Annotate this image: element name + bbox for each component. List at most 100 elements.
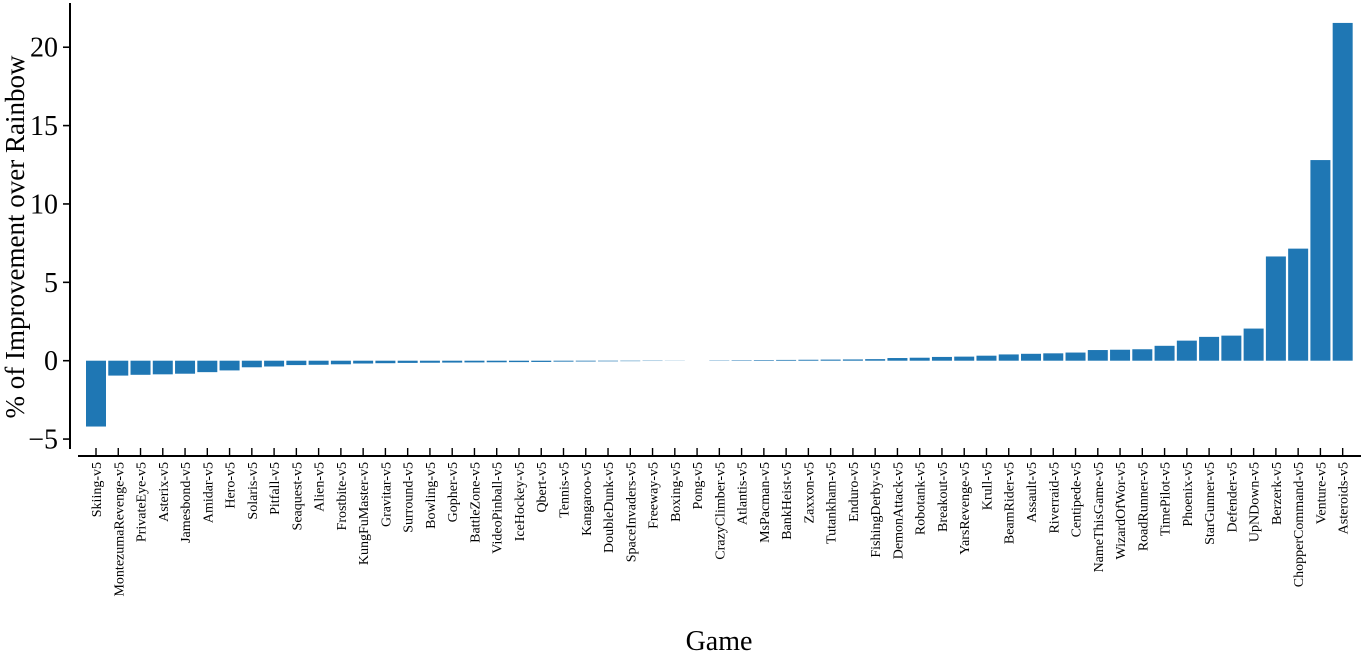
bar-Seaquest-v5	[286, 361, 306, 365]
bar-Enduro-v5	[843, 359, 863, 360]
x-tick-label: IceHockey-v5	[513, 462, 528, 541]
x-tick-label: BeamRider-v5	[1003, 462, 1018, 544]
bar-VideoPinball-v5	[487, 361, 507, 363]
bar-KungFuMaster-v5	[353, 361, 373, 364]
bar-Assault-v5	[1021, 354, 1041, 361]
bar-Alien-v5	[309, 361, 329, 365]
bar-DemonAttack-v5	[887, 358, 907, 361]
bar-Tutankham-v5	[821, 360, 841, 361]
bar-FishingDerby-v5	[865, 359, 885, 361]
x-tick-label: Zaxxon-v5	[802, 462, 817, 523]
bar-Phoenix-v5	[1177, 341, 1197, 361]
x-tick-label: Hero-v5	[224, 462, 239, 509]
bar-MsPacman-v5	[754, 360, 774, 361]
y-tick-label: 10	[30, 189, 58, 220]
bar-PrivateEye-v5	[131, 361, 151, 375]
bar-NameThisGame-v5	[1088, 350, 1108, 361]
x-tick-label: Riverraid-v5	[1047, 462, 1062, 534]
bar-Qbert-v5	[531, 361, 551, 362]
bar-Gravitar-v5	[375, 361, 395, 364]
x-tick-label: Freeway-v5	[647, 462, 662, 529]
y-tick-label: 0	[44, 346, 58, 377]
x-tick-label: CrazyClimber-v5	[713, 462, 728, 560]
y-tick-label: 15	[30, 111, 58, 142]
bar-YarsRevenge-v5	[954, 357, 974, 361]
x-tick-label: Pitfall-v5	[268, 462, 283, 515]
x-tick-label: Amidar-v5	[201, 462, 216, 523]
x-tick-label: Solaris-v5	[246, 462, 261, 520]
bar-RoadRunner-v5	[1132, 349, 1152, 360]
x-tick-label: UpNDown-v5	[1248, 462, 1263, 542]
x-tick-label: BankHeist-v5	[780, 462, 795, 540]
x-tick-label: MontezumaRevenge-v5	[112, 462, 127, 597]
x-tick-label: Centipede-v5	[1070, 462, 1085, 537]
x-tick-label: Asteroids-v5	[1337, 462, 1352, 534]
bar-TimePilot-v5	[1155, 346, 1175, 361]
x-tick-label: Assault-v5	[1025, 462, 1040, 523]
x-tick-label: DemonAttack-v5	[891, 462, 906, 559]
bar-DoubleDunk-v5	[598, 361, 618, 362]
bar-Berzerk-v5	[1266, 256, 1286, 360]
x-tick-label: Boxing-v5	[669, 462, 684, 522]
y-axis-title: % of Improvement over Rainbow	[0, 55, 30, 418]
x-tick-label: Skiing-v5	[90, 462, 105, 517]
x-tick-label: Surround-v5	[402, 462, 417, 533]
bar-Solaris-v5	[242, 361, 262, 368]
bar-StarGunner-v5	[1199, 337, 1219, 361]
bar-Surround-v5	[398, 361, 418, 363]
bar-Skiing-v5	[86, 361, 106, 427]
bar-Centipede-v5	[1066, 353, 1086, 361]
x-tick-label: Venture-v5	[1314, 462, 1329, 524]
x-tick-label: Bowling-v5	[424, 462, 439, 529]
x-tick-label: Jamesbond-v5	[179, 462, 194, 543]
bar-Asterix-v5	[153, 361, 173, 375]
bar-Asteroids-v5	[1333, 23, 1353, 361]
bar-Pitfall-v5	[264, 361, 284, 367]
x-tick-label: RoadRunner-v5	[1136, 462, 1151, 551]
x-tick-label: Robotank-v5	[914, 462, 929, 535]
x-tick-label: Berzerk-v5	[1270, 462, 1285, 525]
bar-Zaxxon-v5	[798, 360, 818, 361]
x-tick-label: Breakout-v5	[936, 462, 951, 532]
bar-Bowling-v5	[420, 361, 440, 363]
x-tick-label: ChopperCommand-v5	[1292, 462, 1307, 587]
bar-Robotank-v5	[910, 358, 930, 361]
x-tick-label: Enduro-v5	[847, 462, 862, 522]
x-tick-label: Seaquest-v5	[290, 462, 305, 530]
bar-IceHockey-v5	[509, 361, 529, 362]
x-tick-label: Frostbite-v5	[335, 462, 350, 530]
y-tick-label: 20	[30, 33, 58, 64]
x-tick-label: KungFuMaster-v5	[357, 462, 372, 565]
x-tick-label: StarGunner-v5	[1203, 462, 1218, 545]
x-tick-label: TimePilot-v5	[1159, 462, 1174, 536]
bar-Hero-v5	[220, 361, 240, 371]
x-tick-label: Defender-v5	[1225, 462, 1240, 532]
bar-ChopperCommand-v5	[1288, 249, 1308, 361]
x-tick-label: Phoenix-v5	[1181, 462, 1196, 527]
x-tick-label: Gopher-v5	[446, 462, 461, 522]
bar-Venture-v5	[1310, 160, 1330, 361]
bars-layer	[86, 23, 1353, 427]
x-tick-label: Qbert-v5	[535, 462, 550, 513]
x-tick-label: WizardOfWor-v5	[1114, 462, 1129, 560]
bar-Amidar-v5	[197, 361, 217, 372]
bar-Breakout-v5	[932, 357, 952, 361]
x-tick-label: Asterix-v5	[157, 462, 172, 522]
x-tick-label: NameThisGame-v5	[1092, 462, 1107, 572]
bar-Tennis-v5	[554, 361, 574, 362]
bar-Krull-v5	[976, 356, 996, 361]
y-tick-label: −5	[28, 425, 58, 456]
x-tick-label: SpaceInvaders-v5	[624, 462, 639, 562]
x-tick-label: Gravitar-v5	[379, 462, 394, 527]
bar-BattleZone-v5	[464, 361, 484, 363]
bar-WizardOfWor-v5	[1110, 350, 1130, 361]
x-tick-label: Tennis-v5	[558, 462, 573, 518]
bar-Frostbite-v5	[331, 361, 351, 365]
x-tick-label: VideoPinball-v5	[491, 462, 506, 554]
bar-Gopher-v5	[442, 361, 462, 363]
x-tick-label: PrivateEye-v5	[135, 462, 150, 542]
bar-Kangaroo-v5	[576, 361, 596, 362]
